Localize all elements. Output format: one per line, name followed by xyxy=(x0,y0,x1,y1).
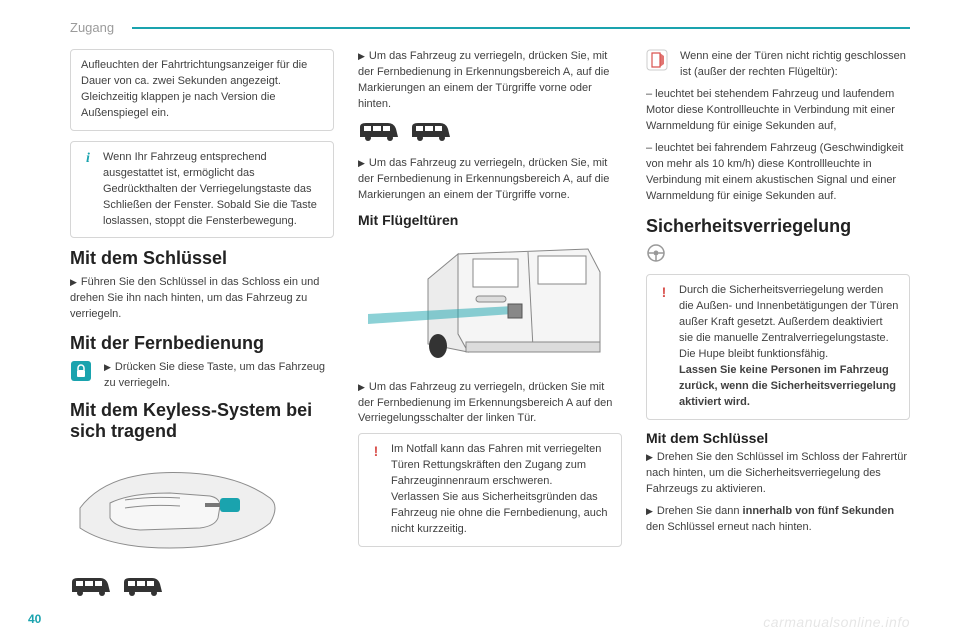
paragraph-lock-handles: Um das Fahrzeug zu verriegeln, drücken S… xyxy=(358,49,622,113)
info-box-windows: i Wenn Ihr Fahrzeug entsprechend ausgest… xyxy=(70,141,334,239)
watermark: carmanualsonline.info xyxy=(763,614,910,630)
door-open-icon xyxy=(646,49,668,71)
warning-icon: ! xyxy=(367,442,385,460)
heading-keyless: Mit dem Keyless-System bei sich tragend xyxy=(70,400,334,442)
van-side-icon xyxy=(70,574,112,603)
page-header: Zugang xyxy=(70,20,910,35)
column-3: Wenn eine der Türen nicht richtig geschl… xyxy=(646,49,910,611)
column-2: Um das Fahrzeug zu verriegeln, drücken S… xyxy=(358,49,622,611)
warning-safety-bold: Lassen Sie keine Personen im Fahrzeug zu… xyxy=(679,364,896,408)
list-item-2: – leuchtet bei fahrendem Fahrzeug (Gesch… xyxy=(646,141,910,205)
warning-box-emergency: ! Im Notfall kann das Fahren mit verrieg… xyxy=(358,433,622,547)
column-1: Aufleuchten der Fahrtrichtungsanzeiger f… xyxy=(70,49,334,611)
paragraph-lock-front-text: Um das Fahrzeug zu verriegeln, drücken S… xyxy=(358,157,609,201)
illustration-van-rear xyxy=(358,234,622,374)
info-text: Wenn Ihr Fahrzeug entsprechend ausgestat… xyxy=(103,151,317,227)
header-title: Zugang xyxy=(70,20,114,35)
door-open-row: Wenn eine der Türen nicht richtig geschl… xyxy=(646,49,910,81)
paragraph-lock-front: Um das Fahrzeug zu verriegeln, drücken S… xyxy=(358,156,622,204)
heading-key: Mit dem Schlüssel xyxy=(70,248,334,269)
paragraph-key-3b: Drehen Sie dann innerhalb von fünf Sekun… xyxy=(646,504,910,536)
paragraph-wing-lock-text: Um das Fahrzeug zu verriegeln, drücken S… xyxy=(358,381,612,425)
paragraph-key: Führen Sie den Schlüssel in das Schloss … xyxy=(70,275,334,323)
bullet-icon xyxy=(104,360,111,376)
warning-safety-text: Durch die Sicherheitsverriegelung werden… xyxy=(679,284,898,360)
paragraph-key-3b-c: den Schlüssel erneut nach hinten. xyxy=(646,521,812,533)
lock-button-icon xyxy=(70,360,92,382)
note-box-indicators: Aufleuchten der Fahrtrichtungsanzeiger f… xyxy=(70,49,334,131)
paragraph-key-3b-a: Drehen Sie dann xyxy=(657,505,743,517)
bullet-icon xyxy=(646,504,653,520)
page-number: 40 xyxy=(28,612,41,626)
remote-row: Drücken Sie diese Taste, um das Fahrzeug… xyxy=(70,360,334,392)
info-icon: i xyxy=(79,150,97,168)
van-side-icon xyxy=(410,119,452,148)
illustration-key-hand xyxy=(70,448,334,568)
heading-remote: Mit der Fernbedienung xyxy=(70,333,334,354)
heading-key-3: Mit dem Schlüssel xyxy=(646,430,910,446)
bullet-icon xyxy=(358,156,365,172)
heading-safety-lock: Sicherheitsverriegelung xyxy=(646,216,910,237)
paragraph-remote-text: Drücken Sie diese Taste, um das Fahrzeug… xyxy=(104,361,325,389)
header-rule xyxy=(132,27,910,29)
bullet-icon xyxy=(70,275,77,291)
paragraph-remote: Drücken Sie diese Taste, um das Fahrzeug… xyxy=(104,360,334,392)
heading-wing-doors: Mit Flügeltüren xyxy=(358,212,622,228)
vehicle-icons-row-2 xyxy=(358,119,622,148)
paragraph-door-open: Wenn eine der Türen nicht richtig geschl… xyxy=(680,49,910,81)
paragraph-key-3b-b: innerhalb von fünf Sekunden xyxy=(743,505,895,517)
van-side-icon xyxy=(122,574,164,603)
paragraph-key-text: Führen Sie den Schlüssel in das Schloss … xyxy=(70,276,319,320)
bullet-icon xyxy=(358,49,365,65)
steering-wheel-icon xyxy=(646,243,910,268)
van-side-icon xyxy=(358,119,400,148)
columns: Aufleuchten der Fahrtrichtungsanzeiger f… xyxy=(70,49,910,611)
warning-box-safety: ! Durch die Sicherheitsverriegelung werd… xyxy=(646,274,910,420)
bullet-icon xyxy=(358,380,365,396)
vehicle-icons-row-1 xyxy=(70,574,334,603)
paragraph-wing-lock: Um das Fahrzeug zu verriegeln, drücken S… xyxy=(358,380,622,428)
bullet-icon xyxy=(646,450,653,466)
paragraph-key-3a-text: Drehen Sie den Schlüssel im Schloss der … xyxy=(646,451,907,495)
paragraph-key-3a: Drehen Sie den Schlüssel im Schloss der … xyxy=(646,450,910,498)
warning-text: Im Notfall kann das Fahren mit verriegel… xyxy=(391,443,608,535)
list-item-1: – leuchtet bei stehendem Fahrzeug und la… xyxy=(646,87,910,135)
page: Zugang Aufleuchten der Fahrtrichtungsanz… xyxy=(0,0,960,640)
paragraph-lock-handles-text: Um das Fahrzeug zu verriegeln, drücken S… xyxy=(358,50,609,110)
warning-icon: ! xyxy=(655,283,673,301)
note-text: Aufleuchten der Fahrtrichtungsanzeiger f… xyxy=(81,59,307,119)
